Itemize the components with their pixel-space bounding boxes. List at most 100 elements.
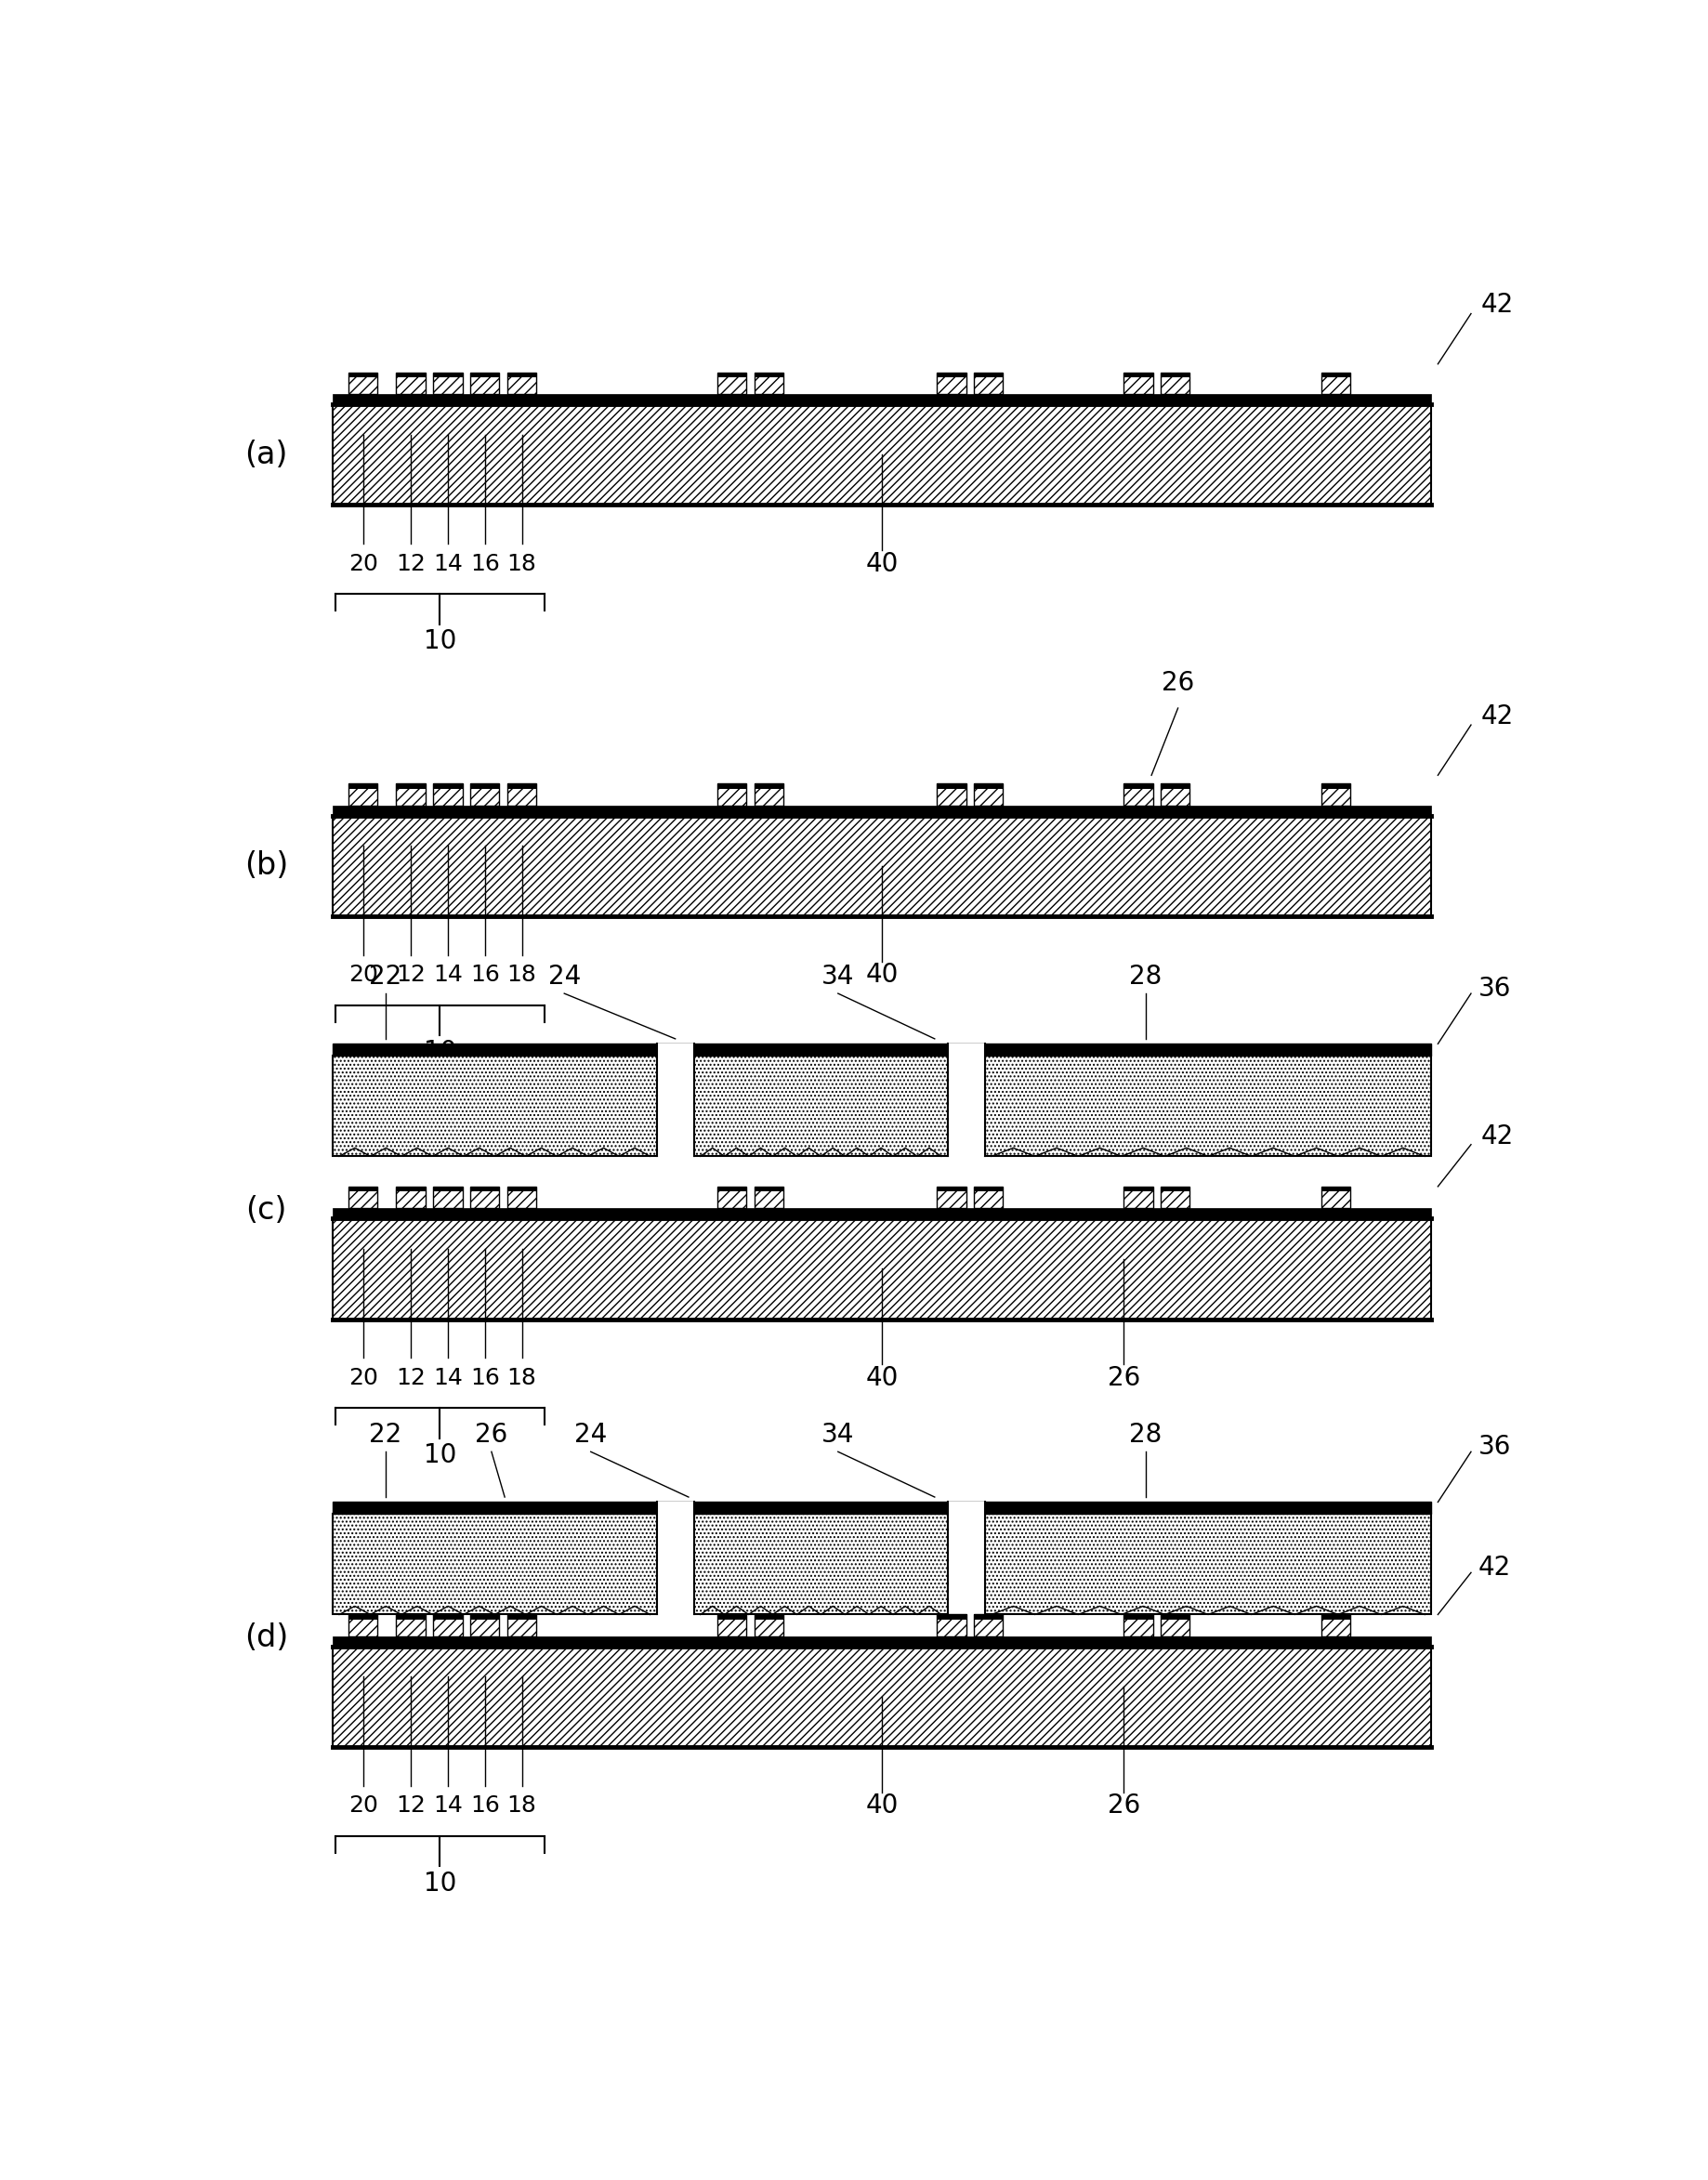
Bar <box>938 1615 967 1637</box>
Bar <box>396 1615 425 1637</box>
Bar <box>333 1044 1431 1055</box>
Bar <box>470 373 499 395</box>
Text: 12: 12 <box>396 964 425 985</box>
Text: 10: 10 <box>424 1040 456 1066</box>
Bar <box>396 1186 425 1192</box>
Bar <box>333 1646 1431 1746</box>
Bar <box>1161 783 1190 804</box>
Bar <box>434 1186 463 1192</box>
Bar <box>434 783 463 804</box>
Text: 42: 42 <box>1481 292 1513 318</box>
Text: 20: 20 <box>348 1794 377 1818</box>
Bar <box>1322 1186 1351 1208</box>
Bar <box>938 783 967 789</box>
Bar <box>470 1186 499 1208</box>
Text: 40: 40 <box>866 552 898 578</box>
Bar <box>717 373 746 377</box>
Bar <box>755 373 784 395</box>
Bar <box>396 783 425 789</box>
Text: 40: 40 <box>866 1365 898 1391</box>
Text: 16: 16 <box>470 552 500 576</box>
Bar <box>470 783 499 804</box>
Bar <box>717 783 746 804</box>
Bar <box>434 1186 463 1208</box>
Bar <box>1124 1615 1153 1620</box>
Bar <box>348 1186 377 1192</box>
Bar <box>333 1637 1431 1646</box>
Bar <box>986 1513 1431 1615</box>
Text: (c): (c) <box>246 1195 287 1225</box>
Bar <box>333 1219 1431 1319</box>
Bar <box>1124 783 1153 804</box>
Bar <box>396 783 425 804</box>
Bar <box>948 1502 986 1615</box>
Bar <box>717 1615 746 1637</box>
Bar <box>755 1186 784 1192</box>
Bar <box>1161 1186 1190 1192</box>
Bar <box>470 1615 499 1620</box>
Text: 16: 16 <box>470 1367 500 1389</box>
Text: 14: 14 <box>434 1367 463 1389</box>
Bar <box>1322 1615 1351 1637</box>
Bar <box>1124 1186 1153 1192</box>
Text: 16: 16 <box>470 964 500 985</box>
Bar <box>717 783 746 789</box>
Text: 18: 18 <box>507 552 536 576</box>
Bar <box>974 783 1003 789</box>
Bar <box>434 373 463 395</box>
Bar <box>348 1186 377 1208</box>
Bar <box>333 395 1431 403</box>
Bar <box>755 783 784 804</box>
Bar <box>333 1055 658 1155</box>
Bar <box>396 1615 425 1620</box>
Bar <box>693 1513 948 1615</box>
Text: 14: 14 <box>434 964 463 985</box>
Bar <box>717 1186 746 1208</box>
Bar <box>333 403 1431 506</box>
Bar <box>333 804 1431 815</box>
Bar <box>396 373 425 377</box>
Bar <box>938 783 967 804</box>
Bar <box>1124 783 1153 789</box>
Bar <box>658 1502 693 1615</box>
Text: (b): (b) <box>244 850 289 881</box>
Text: 12: 12 <box>396 1367 425 1389</box>
Bar <box>938 1186 967 1192</box>
Bar <box>717 373 746 395</box>
Bar <box>1124 373 1153 395</box>
Text: (a): (a) <box>244 440 289 471</box>
Bar <box>974 783 1003 804</box>
Text: 26: 26 <box>1161 669 1194 695</box>
Bar <box>507 783 536 804</box>
Text: 26: 26 <box>1107 1365 1139 1391</box>
Text: 42: 42 <box>1481 1123 1513 1149</box>
Bar <box>434 1615 463 1620</box>
Text: 24: 24 <box>574 1421 606 1448</box>
Bar <box>986 1055 1431 1155</box>
Text: 42: 42 <box>1479 1554 1512 1580</box>
Bar <box>1161 373 1190 395</box>
Bar <box>348 373 377 377</box>
Bar <box>948 1044 986 1155</box>
Bar <box>470 373 499 377</box>
Bar <box>717 1186 746 1192</box>
Bar <box>1161 1186 1190 1208</box>
Bar <box>333 1513 658 1615</box>
Bar <box>348 783 377 789</box>
Bar <box>1322 783 1351 789</box>
Bar <box>348 1615 377 1637</box>
Text: 26: 26 <box>475 1421 507 1448</box>
Bar <box>507 373 536 377</box>
Bar <box>938 373 967 377</box>
Bar <box>333 1502 1431 1513</box>
Bar <box>333 815 1431 916</box>
Bar <box>348 373 377 395</box>
Text: 22: 22 <box>369 1421 401 1448</box>
Text: 10: 10 <box>424 1443 456 1467</box>
Bar <box>396 373 425 395</box>
Bar <box>717 1615 746 1620</box>
Text: 12: 12 <box>396 552 425 576</box>
Bar <box>348 783 377 804</box>
Bar <box>1124 1615 1153 1637</box>
Bar <box>938 1615 967 1620</box>
